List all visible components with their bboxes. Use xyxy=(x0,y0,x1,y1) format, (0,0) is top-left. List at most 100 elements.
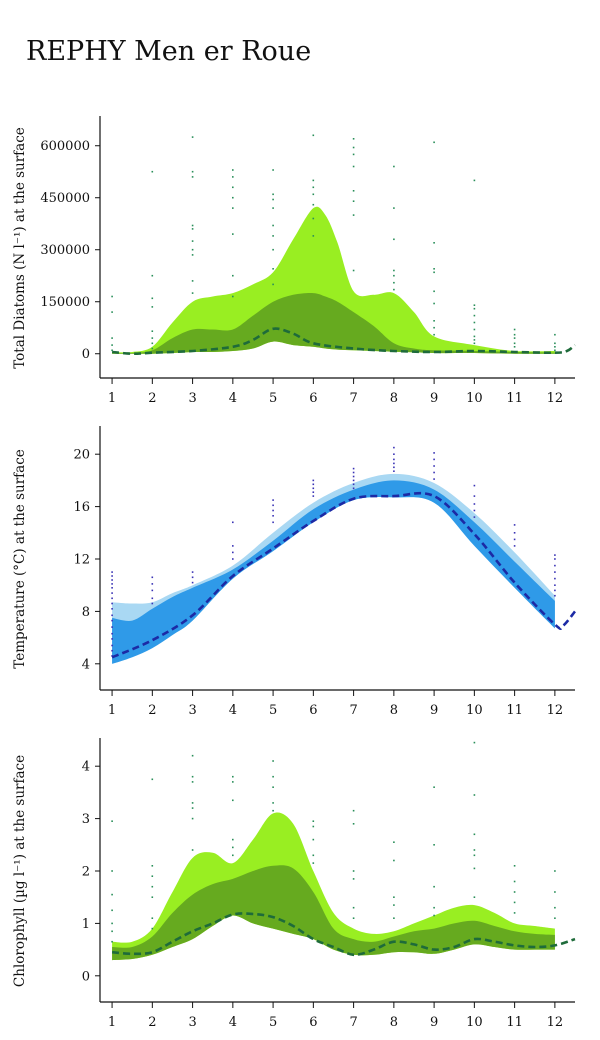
data-point xyxy=(473,321,476,324)
x-tick-label: 11 xyxy=(506,703,523,718)
data-point xyxy=(352,214,355,216)
data-point xyxy=(352,153,355,156)
y-axis-label: Total Diatoms (N l⁻¹) at the surface xyxy=(12,127,28,369)
data-point xyxy=(513,880,516,883)
data-point xyxy=(433,271,435,274)
data-point xyxy=(433,290,435,293)
median-line xyxy=(111,491,577,659)
data-point xyxy=(393,470,395,472)
x-tick-label: 10 xyxy=(466,391,483,406)
data-point xyxy=(312,235,315,237)
inner-band xyxy=(112,865,555,961)
data-point xyxy=(111,893,113,896)
data-point xyxy=(433,465,435,467)
data-point xyxy=(111,311,113,313)
data-point xyxy=(111,583,113,585)
x-tick-label: 7 xyxy=(349,1015,357,1030)
data-point xyxy=(352,475,355,478)
y-tick-label: 300000 xyxy=(40,243,90,258)
data-point xyxy=(554,577,556,580)
data-point xyxy=(393,453,395,455)
data-point xyxy=(393,288,395,291)
data-point xyxy=(111,940,113,943)
data-point xyxy=(393,462,395,465)
x-tick-label: 2 xyxy=(148,1015,156,1030)
data-point xyxy=(191,176,194,178)
data-point xyxy=(433,885,435,888)
data-point xyxy=(393,458,395,461)
data-point xyxy=(111,592,113,594)
data-point xyxy=(111,632,113,635)
data-point xyxy=(433,333,435,336)
data-point xyxy=(111,626,113,628)
data-point xyxy=(554,594,556,597)
x-tick-label: 5 xyxy=(269,391,277,406)
data-point xyxy=(312,854,315,857)
data-point xyxy=(272,169,274,171)
data-point xyxy=(232,274,234,277)
data-point xyxy=(473,495,476,497)
data-point xyxy=(554,558,556,560)
data-point xyxy=(352,200,355,202)
data-point xyxy=(191,817,194,820)
data-point xyxy=(312,820,315,822)
data-point xyxy=(473,503,476,505)
data-point xyxy=(393,466,395,469)
data-point xyxy=(312,483,315,486)
data-point xyxy=(272,802,274,804)
data-point xyxy=(151,589,154,592)
data-point xyxy=(111,337,113,339)
data-point xyxy=(433,242,435,244)
data-point xyxy=(111,870,113,872)
data-point xyxy=(433,320,435,322)
data-point xyxy=(433,268,435,270)
data-point xyxy=(111,344,113,346)
data-point xyxy=(473,854,476,857)
data-point xyxy=(232,838,234,841)
data-point xyxy=(312,495,315,497)
y-tick-label: 600000 xyxy=(40,139,90,154)
x-tick-label: 7 xyxy=(349,391,357,406)
y-tick-label: 0 xyxy=(82,969,90,984)
x-tick-label: 12 xyxy=(547,391,564,406)
data-point xyxy=(433,302,435,305)
data-point xyxy=(352,269,355,272)
data-point xyxy=(554,584,556,586)
data-point xyxy=(473,867,476,870)
data-point xyxy=(554,891,556,893)
data-point xyxy=(272,193,274,196)
data-point xyxy=(232,196,234,199)
data-point xyxy=(554,346,556,348)
data-point xyxy=(191,807,194,809)
data-point xyxy=(433,471,435,474)
data-point xyxy=(312,491,315,493)
data-point xyxy=(232,207,234,209)
data-point xyxy=(352,479,355,482)
diatoms-panel: 0 150000 300000 450000 600000 1 2 3 4 5 6 7 8 9 10 11 12… xyxy=(0,108,600,418)
data-point xyxy=(272,760,274,762)
data-point xyxy=(352,483,355,486)
data-point xyxy=(272,499,274,501)
data-point xyxy=(513,865,516,867)
data-point xyxy=(111,909,113,912)
x-tick-label: 11 xyxy=(506,1015,523,1030)
x-tick-label: 4 xyxy=(229,703,237,718)
inner-band xyxy=(112,293,555,354)
data-point xyxy=(151,865,154,867)
data-point xyxy=(513,524,516,526)
data-point xyxy=(352,878,355,880)
data-point xyxy=(312,487,315,490)
data-point xyxy=(191,248,194,251)
x-tick-label: 6 xyxy=(309,703,317,718)
data-point xyxy=(111,614,113,617)
data-point xyxy=(111,649,113,652)
outer-band xyxy=(112,812,555,961)
data-point xyxy=(272,248,274,251)
data-point xyxy=(232,558,234,560)
data-point xyxy=(191,228,194,230)
temperature-panel: 4 8 12 16 20 1 2 3 4 5 6 7 8 9 10 11 12 Temperature (°C) … xyxy=(0,418,600,728)
data-point xyxy=(554,564,556,567)
